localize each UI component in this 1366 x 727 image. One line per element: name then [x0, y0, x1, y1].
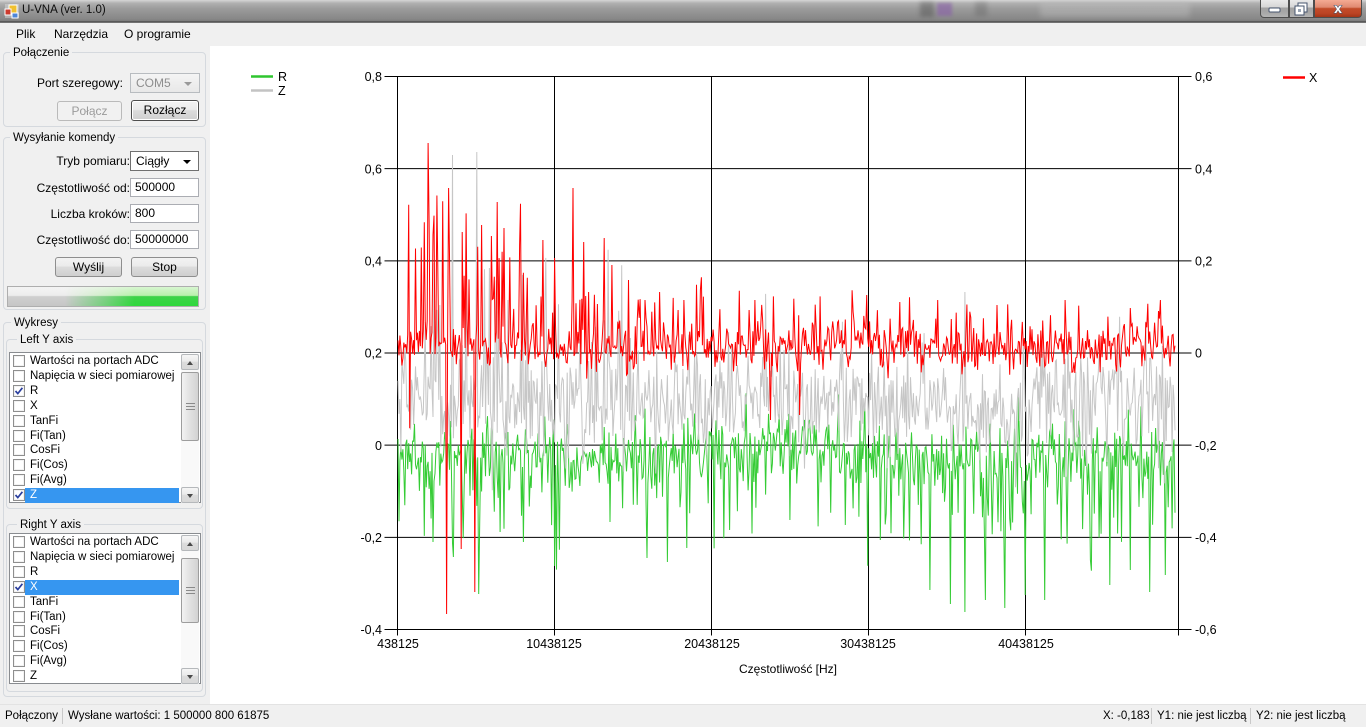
svg-text:x: x [1334, 0, 1342, 16]
svg-text:0,4: 0,4 [1195, 162, 1212, 176]
svg-text:0,4: 0,4 [365, 255, 382, 269]
svg-text:-0,6: -0,6 [1195, 623, 1217, 637]
svg-text:10438125: 10438125 [526, 637, 582, 651]
svg-text:30438125: 30438125 [840, 637, 896, 651]
svg-text:-0,4: -0,4 [1195, 531, 1217, 545]
svg-text:20438125: 20438125 [684, 637, 740, 651]
svg-text:438125: 438125 [377, 637, 419, 651]
svg-text:0,2: 0,2 [1195, 255, 1212, 269]
svg-text:Częstotliwość [Hz]: Częstotliwość [Hz] [739, 662, 837, 676]
svg-text:-0,2: -0,2 [1195, 439, 1217, 453]
svg-text:0,6: 0,6 [1195, 70, 1212, 84]
svg-text:R: R [278, 70, 287, 84]
svg-text:40438125: 40438125 [998, 637, 1054, 651]
svg-text:X: X [1309, 71, 1318, 85]
svg-text:Z: Z [278, 84, 286, 98]
svg-text:0,2: 0,2 [365, 347, 382, 361]
svg-text:0,6: 0,6 [365, 162, 382, 176]
svg-text:0: 0 [375, 439, 382, 453]
svg-text:0,8: 0,8 [365, 70, 382, 84]
svg-text:-0,2: -0,2 [360, 531, 382, 545]
svg-text:0: 0 [1195, 347, 1202, 361]
svg-text:-0,4: -0,4 [360, 623, 382, 637]
